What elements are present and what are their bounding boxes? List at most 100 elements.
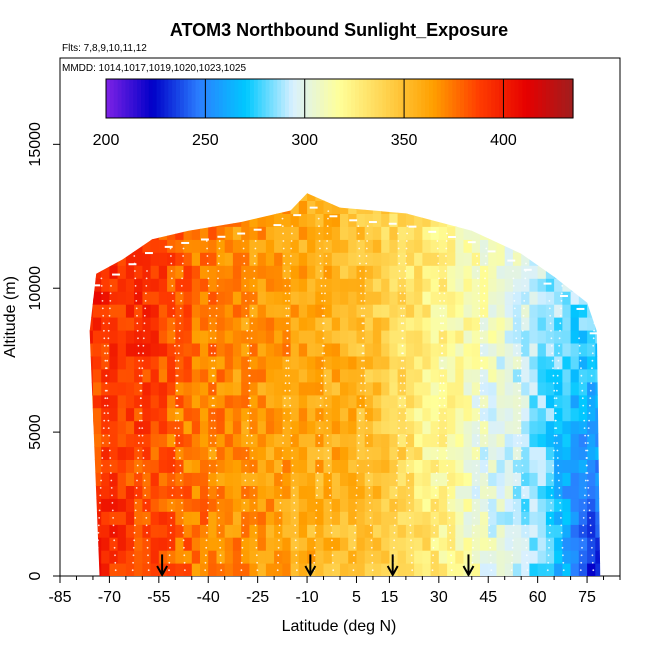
flight-track-point xyxy=(515,464,518,467)
heatmap-cell xyxy=(265,291,275,305)
heatmap-cell xyxy=(92,317,102,331)
flight-track-point xyxy=(137,352,140,355)
x-tick-label: 45 xyxy=(479,589,497,606)
heatmap-cell xyxy=(117,394,127,409)
heatmap-cell xyxy=(389,524,399,538)
heatmap-cell xyxy=(512,239,522,253)
heatmap-cell xyxy=(125,394,135,409)
heatmap-cell xyxy=(200,420,209,435)
flight-track-point xyxy=(244,472,247,474)
heatmap-cell xyxy=(348,381,357,396)
heatmap-cell xyxy=(101,381,110,396)
flight-track-point xyxy=(277,546,280,549)
heatmap-cell xyxy=(364,342,374,357)
flight-track-point xyxy=(142,449,145,452)
flight-track-point xyxy=(213,359,216,362)
colorbar-swatch xyxy=(176,79,181,118)
heatmap-cell xyxy=(447,252,456,266)
colorbar-swatch xyxy=(187,79,193,118)
flight-track-point xyxy=(583,509,585,512)
flight-track-point xyxy=(253,494,256,497)
heatmap-cell xyxy=(89,355,94,370)
flight-track-point xyxy=(315,502,318,504)
flight-track-point xyxy=(244,292,247,295)
heatmap-cell xyxy=(315,407,325,422)
flight-track-point xyxy=(103,412,106,414)
flight-track-point xyxy=(400,314,403,317)
heatmap-cell xyxy=(183,355,193,370)
flight-track-point xyxy=(169,531,172,534)
flight-track-point xyxy=(584,442,587,444)
heatmap-cell xyxy=(142,278,152,292)
flight-track-point xyxy=(140,404,143,407)
flight-track-point xyxy=(289,404,292,407)
heatmap-cell xyxy=(496,368,506,383)
flight-track-point xyxy=(446,472,449,474)
heatmap-cell xyxy=(480,355,489,370)
colorbar-swatch xyxy=(534,79,539,118)
flight-track-point xyxy=(179,472,182,474)
heatmap-cell xyxy=(529,563,539,577)
heatmap-cell xyxy=(471,252,481,266)
heatmap-cell xyxy=(241,407,250,422)
heatmap-cell xyxy=(274,537,283,551)
heatmap-cell xyxy=(356,213,366,227)
heatmap-cell xyxy=(496,193,506,201)
colorbar-swatch xyxy=(214,79,220,118)
x-axis-label: Latitude (deg N) xyxy=(282,618,397,635)
colorbar-swatch xyxy=(156,79,162,118)
flight-track-point xyxy=(324,374,327,377)
flight-track-point xyxy=(321,307,324,310)
flight-track-point xyxy=(207,494,210,497)
heatmap-cell xyxy=(595,446,601,460)
flight-track-point xyxy=(142,457,145,459)
heatmap-cell xyxy=(537,193,547,201)
heatmap-cell xyxy=(175,252,185,266)
flight-track-point xyxy=(245,464,247,467)
flight-track-point xyxy=(517,389,520,392)
flight-track-point xyxy=(292,479,295,482)
flight-track-point xyxy=(481,329,484,332)
heatmap-cell xyxy=(463,252,473,266)
heatmap-cell xyxy=(455,563,465,577)
heatmap-cell xyxy=(307,162,316,176)
heatmap-cell xyxy=(570,368,580,383)
heatmap-cell xyxy=(372,200,382,214)
heatmap-cell xyxy=(208,342,217,357)
flight-track-point xyxy=(516,367,519,370)
flight-track-point xyxy=(558,487,561,489)
heatmap-cell xyxy=(405,459,415,473)
heatmap-cell xyxy=(249,304,259,318)
heatmap-cell xyxy=(356,226,366,240)
heatmap-cell xyxy=(200,550,209,564)
heatmap-cell xyxy=(496,252,506,266)
heatmap-cell xyxy=(257,537,267,551)
colorbar-swatch xyxy=(195,79,200,118)
heatmap-cell xyxy=(307,226,316,240)
flight-track-point xyxy=(208,300,211,302)
heatmap-cell xyxy=(480,381,489,396)
flight-track-point xyxy=(397,240,400,242)
flight-track-point xyxy=(479,374,482,377)
heatmap-cell xyxy=(480,304,489,318)
heatmap-cell xyxy=(224,265,234,279)
flight-track-point xyxy=(213,404,215,407)
flight-track-point xyxy=(449,546,452,549)
heatmap-cell xyxy=(356,563,366,577)
heatmap-cell xyxy=(183,420,193,435)
flight-track-point xyxy=(250,344,253,347)
heatmap-cell xyxy=(372,524,382,538)
heatmap-cell xyxy=(142,459,152,473)
heatmap-cell xyxy=(545,200,555,214)
heatmap-cell xyxy=(405,433,415,448)
heatmap-cell xyxy=(200,498,209,512)
heatmap-cell xyxy=(224,485,234,499)
flight-track-point xyxy=(141,374,143,377)
flight-track-point xyxy=(252,479,255,482)
heatmap-cell xyxy=(158,381,168,396)
heatmap-cell xyxy=(496,291,506,305)
flight-track-point xyxy=(252,300,255,302)
flight-track-point xyxy=(208,479,211,482)
flight-track-point xyxy=(364,397,367,400)
flight-track-point xyxy=(102,314,105,317)
